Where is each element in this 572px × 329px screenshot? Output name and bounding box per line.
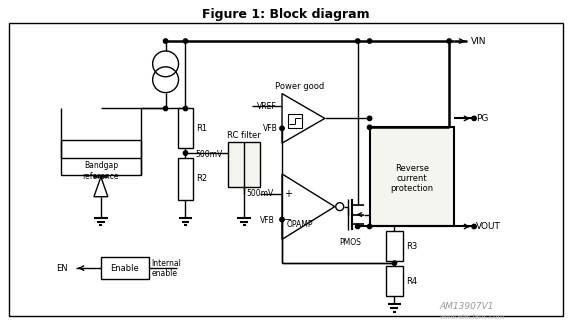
Text: −: − <box>284 215 292 224</box>
Text: PMOS: PMOS <box>339 238 360 247</box>
Circle shape <box>472 224 476 229</box>
Bar <box>386 231 403 261</box>
Circle shape <box>472 116 476 120</box>
Text: current: current <box>396 174 427 183</box>
Text: RC filter: RC filter <box>227 131 261 140</box>
Circle shape <box>280 126 284 131</box>
Text: R3: R3 <box>407 242 418 251</box>
Text: VFB: VFB <box>263 124 277 133</box>
Circle shape <box>367 39 372 43</box>
Bar <box>386 266 403 296</box>
Text: 500mV: 500mV <box>196 150 223 159</box>
Circle shape <box>164 39 168 43</box>
Circle shape <box>367 116 372 120</box>
Text: reference: reference <box>82 172 119 181</box>
Circle shape <box>164 106 168 111</box>
Text: R2: R2 <box>196 174 208 183</box>
Text: Figure 1: Block diagram: Figure 1: Block diagram <box>202 8 370 21</box>
Text: Enable: Enable <box>110 264 139 273</box>
Text: +: + <box>284 189 292 199</box>
Circle shape <box>367 224 372 229</box>
Bar <box>177 158 193 200</box>
Text: VIN: VIN <box>471 37 487 45</box>
Circle shape <box>183 151 188 155</box>
Text: www.elecfans.com: www.elecfans.com <box>439 314 505 320</box>
Circle shape <box>447 39 451 43</box>
Text: PG: PG <box>476 114 488 123</box>
Text: VOUT: VOUT <box>476 222 501 231</box>
Text: 500mV: 500mV <box>247 189 274 198</box>
Circle shape <box>183 106 188 111</box>
Text: protection: protection <box>390 184 434 193</box>
Bar <box>228 142 260 187</box>
Circle shape <box>355 39 360 43</box>
Bar <box>101 257 149 279</box>
Text: R4: R4 <box>407 276 418 286</box>
Bar <box>61 140 141 175</box>
Text: OPAMP: OPAMP <box>287 220 313 229</box>
Text: Internal: Internal <box>152 259 181 268</box>
Text: Power good: Power good <box>275 82 324 91</box>
Circle shape <box>355 224 360 229</box>
Bar <box>177 109 193 148</box>
Circle shape <box>367 125 372 130</box>
Text: EN: EN <box>57 264 68 273</box>
Circle shape <box>392 261 396 266</box>
Text: R1: R1 <box>196 124 208 133</box>
Text: VREF: VREF <box>257 102 277 111</box>
Text: AM13907V1: AM13907V1 <box>439 302 494 311</box>
Bar <box>288 114 302 128</box>
Text: Bandgap: Bandgap <box>84 162 118 170</box>
Circle shape <box>183 39 188 43</box>
Bar <box>9 23 563 316</box>
Circle shape <box>280 217 284 222</box>
Text: enable: enable <box>152 268 178 278</box>
Text: VFB: VFB <box>260 216 275 225</box>
Bar <box>370 127 454 226</box>
Text: Reverse: Reverse <box>395 164 429 173</box>
